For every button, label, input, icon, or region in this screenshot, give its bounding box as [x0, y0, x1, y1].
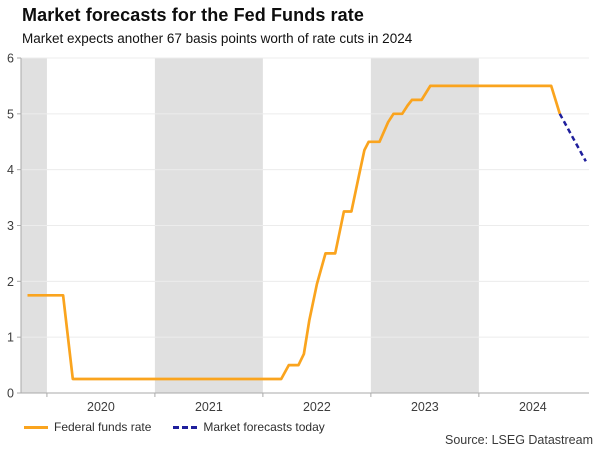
dashed-line-swatch-icon	[173, 425, 198, 429]
y-tick-label: 5	[7, 107, 14, 121]
x-tick-label: 2024	[519, 400, 547, 414]
y-tick-label: 6	[7, 52, 14, 66]
x-tick-label: 2022	[303, 400, 331, 414]
legend-item-forecast: Market forecasts today	[173, 420, 325, 434]
x-tick-label: 2020	[87, 400, 115, 414]
series-line-federal-funds-rate	[27, 84, 562, 381]
legend-label: Market forecasts today	[203, 420, 325, 434]
legend: Federal funds rate Market forecasts toda…	[24, 420, 325, 434]
legend-item-fed-funds: Federal funds rate	[24, 420, 151, 434]
legend-label: Federal funds rate	[54, 420, 152, 434]
plot-area: 0 1 2 3 4 5 6 2020 2021 2022 2023 2024	[7, 52, 589, 414]
x-tick-label: 2021	[195, 400, 223, 414]
y-tick-label: 4	[7, 163, 14, 177]
y-tick-label: 3	[7, 219, 14, 233]
source-note: Source: LSEG Datastream	[445, 433, 593, 447]
chart-title: Market forecasts for the Fed Funds rate	[22, 5, 364, 25]
chart-subtitle: Market expects another 67 basis points w…	[22, 31, 413, 46]
y-tick-label: 0	[7, 387, 14, 401]
solid-line-swatch-icon	[24, 425, 48, 429]
y-tick-label: 2	[7, 275, 14, 289]
x-tick-label: 2023	[411, 400, 439, 414]
series-line-market-forecasts-today	[558, 113, 587, 162]
y-tick-label: 1	[7, 331, 14, 345]
